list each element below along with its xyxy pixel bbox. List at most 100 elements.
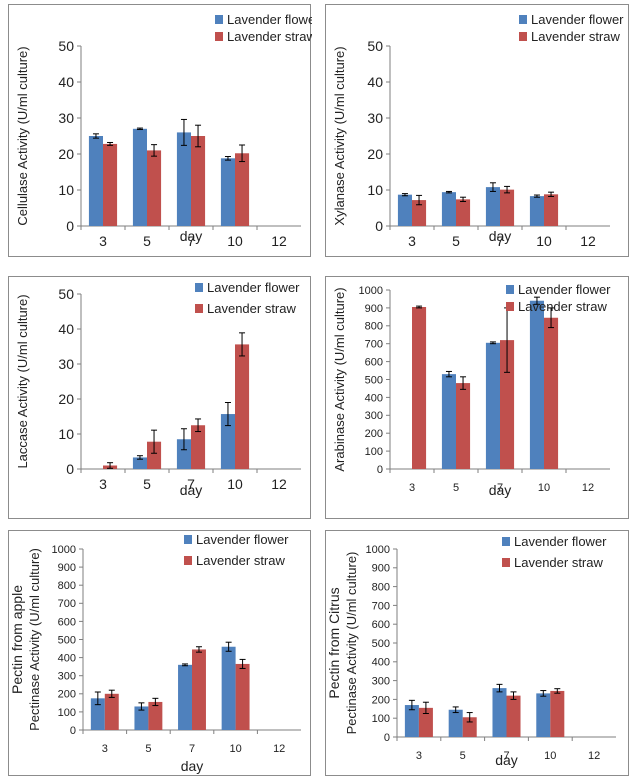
y-tick-label: 500 <box>372 638 390 650</box>
y-tick-label: 0 <box>377 464 383 476</box>
y-tick-label: 300 <box>58 671 76 683</box>
y-tick-label: 200 <box>365 428 383 440</box>
y-tick-label: 900 <box>372 563 390 575</box>
y-tick-label: 20 <box>58 391 74 407</box>
chart-panel-cellulase: 0 10 20 30 40 50 3 5 7 10 12 day Cellulase Activity … <box>8 4 320 257</box>
y-tick-label: 0 <box>70 725 76 737</box>
bar-lavender-straw <box>235 153 250 226</box>
y-axis-title: Laccase Activity (U/ml culture) <box>15 294 30 468</box>
legend-label-lavender-flower: Lavender flower <box>514 534 607 549</box>
x-tick-label: 12 <box>588 750 600 762</box>
bar-lavender-flower <box>176 439 191 469</box>
bar-lavender-straw <box>104 693 119 730</box>
bar-lavender-flower <box>90 698 105 730</box>
x-tick-label: 10 <box>229 743 241 755</box>
bar-lavender-straw <box>191 136 206 226</box>
x-tick-label: 7 <box>496 233 504 249</box>
legend-label-lavender-straw: Lavender straw <box>207 301 296 316</box>
x-tick-label: 3 <box>99 233 107 249</box>
x-tick-label: 10 <box>536 233 552 249</box>
x-tick-label: 10 <box>544 750 556 762</box>
legend-label-lavender-flower: Lavender flower <box>227 12 312 27</box>
y-tick-label: 0 <box>375 218 383 234</box>
x-tick-label: 12 <box>273 743 285 755</box>
y-tick-label: 1000 <box>366 544 390 556</box>
y-tick-label: 500 <box>58 634 76 646</box>
y-tick-label: 50 <box>58 38 74 54</box>
bar-lavender-straw <box>412 307 427 469</box>
bar-lavender-straw <box>544 194 559 226</box>
chart-panel-pectin-citrus: 0 100 200 300 400 500 600 700 800 900 1000 3 5 7 10 12 d… <box>325 530 629 776</box>
legend-swatch-lavender-flower <box>506 285 514 294</box>
y-tick-label: 400 <box>58 652 76 664</box>
y-tick-label: 200 <box>372 694 390 706</box>
bar-lavender-flower <box>485 342 500 469</box>
chart-panel-pectin-apple: 0 100 200 300 400 500 600 700 800 900 1000 3 5 7 10 12 d… <box>8 530 311 776</box>
bar-lavender-flower <box>529 196 544 226</box>
y-axis-title: Pectinase Activity (U/ml culture) <box>27 548 42 731</box>
x-tick-label: 3 <box>99 476 107 492</box>
chart-panel-xylanase: 0 10 20 30 40 50 3 5 7 10 12 day Xylanase Activity (… <box>325 4 629 257</box>
legend-label-lavender-flower: Lavender flower <box>207 280 300 295</box>
y-tick-label: 1000 <box>52 544 76 556</box>
y-tick-label: 600 <box>365 356 383 368</box>
y-tick-label: 400 <box>365 392 383 404</box>
y-tick-label: 10 <box>58 182 74 198</box>
x-tick-label: 5 <box>145 743 151 755</box>
y-tick-label: 500 <box>365 374 383 386</box>
y-tick-label: 800 <box>372 581 390 593</box>
bar-lavender-straw <box>462 717 477 737</box>
legend-label-lavender-straw: Lavender straw <box>227 29 312 44</box>
bar-lavender-straw <box>235 344 250 469</box>
legend-swatch-lavender-straw <box>195 304 203 313</box>
bar-lavender-straw <box>500 340 515 469</box>
x-tick-label: 12 <box>271 476 287 492</box>
bar-lavender-flower <box>397 194 412 226</box>
bar-lavender-flower <box>485 187 500 226</box>
chart-pectinase-citrus: 0 100 200 300 400 500 600 700 800 900 1000 3 5 7 10 12 d… <box>326 534 616 768</box>
x-tick-label: 5 <box>460 750 466 762</box>
legend-swatch-lavender-flower <box>195 283 203 292</box>
legend-swatch-lavender-straw <box>502 558 510 567</box>
y-tick-label: 30 <box>58 110 74 126</box>
y-tick-label: 50 <box>58 286 74 302</box>
legend-label-lavender-straw: Lavender straw <box>531 29 620 44</box>
x-tick-label: 7 <box>189 743 195 755</box>
legend-label-lavender-straw: Lavender straw <box>196 553 285 568</box>
bar-lavender-flower <box>441 374 456 469</box>
bar-lavender-straw <box>456 383 471 469</box>
y-tick-label: 200 <box>58 689 76 701</box>
y-tick-label: 800 <box>58 580 76 592</box>
bar-lavender-flower <box>220 414 235 469</box>
x-axis-title: day <box>180 482 203 498</box>
legend-swatch-lavender-straw <box>184 556 192 565</box>
x-axis-title: day <box>489 482 512 498</box>
y-tick-label: 30 <box>367 110 383 126</box>
chart-cellulase: 0 10 20 30 40 50 3 5 7 10 12 day Cellulase Activity … <box>15 12 320 249</box>
y-tick-label: 100 <box>372 713 390 725</box>
bar-lavender-flower <box>441 192 456 226</box>
legend-swatch-lavender-straw <box>506 302 514 311</box>
x-axis-title: day <box>495 752 518 768</box>
y-tick-label: 100 <box>58 707 76 719</box>
bar-lavender-flower <box>88 136 103 226</box>
bar-lavender-flower <box>536 693 551 737</box>
y-tick-label: 30 <box>58 356 74 372</box>
legend-swatch-lavender-flower <box>519 15 527 24</box>
bar-lavender-straw <box>412 200 427 226</box>
y-tick-label: 50 <box>367 38 383 54</box>
bar-lavender-straw <box>103 143 118 226</box>
x-tick-label: 5 <box>453 482 459 494</box>
y-tick-label: 700 <box>365 339 383 351</box>
legend-label-lavender-flower: Lavender flower <box>518 282 611 297</box>
bar-lavender-straw <box>147 150 162 226</box>
y-tick-label: 900 <box>58 562 76 574</box>
bar-lavender-straw <box>191 425 206 469</box>
bar-lavender-flower <box>176 132 191 226</box>
x-tick-label: 10 <box>538 482 550 494</box>
legend-swatch-lavender-straw <box>215 32 223 41</box>
bar-lavender-flower <box>132 457 147 469</box>
bar-lavender-straw <box>235 663 250 730</box>
bar-lavender-straw <box>544 317 559 469</box>
bar-lavender-flower <box>492 688 507 737</box>
